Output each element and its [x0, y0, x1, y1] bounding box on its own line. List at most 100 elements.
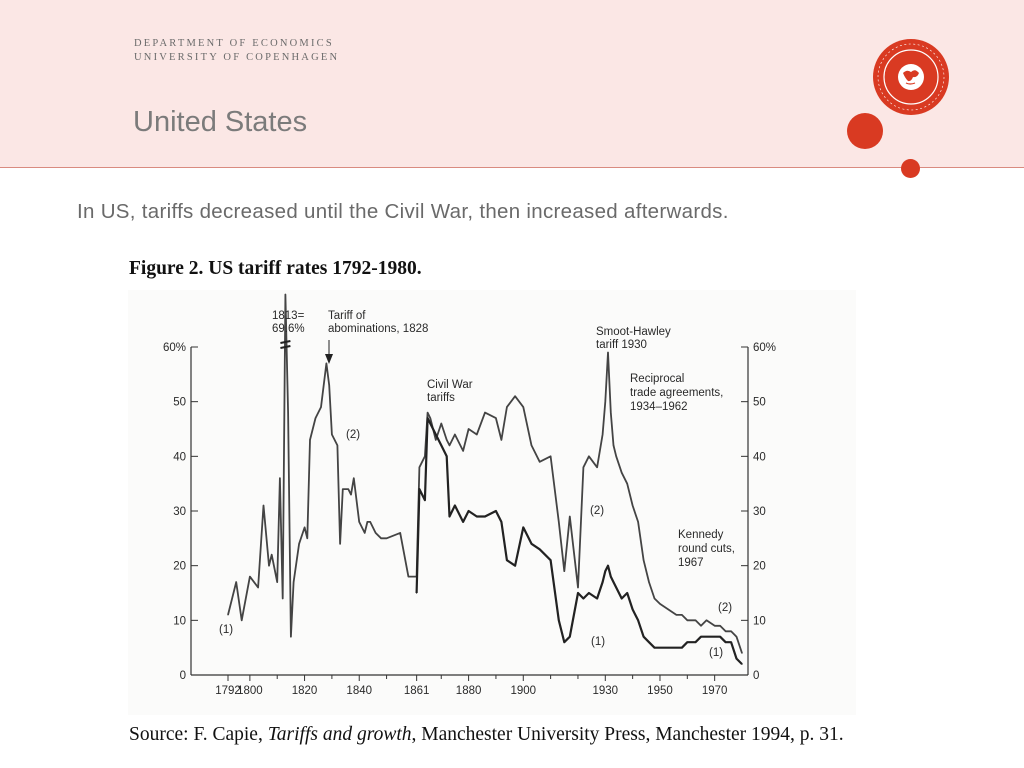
series-point — [429, 422, 431, 425]
university-line: UNIVERSITY OF COPENHAGEN — [134, 52, 340, 63]
series-point — [407, 576, 409, 578]
series-point — [632, 504, 634, 507]
series-point — [446, 455, 448, 457]
series-point — [632, 608, 634, 611]
annotation-label: (1) — [591, 636, 605, 648]
series-point — [621, 597, 623, 600]
series-point — [358, 521, 360, 523]
series-point — [495, 417, 497, 419]
x-tick-label: 1970 — [702, 685, 728, 697]
series-point — [418, 466, 420, 468]
series-point — [615, 455, 617, 457]
x-tick-label: 1880 — [456, 685, 482, 697]
annotation-label: tariff 1930 — [596, 339, 647, 351]
series-point — [304, 526, 306, 529]
annotation-label: 1934–1962 — [630, 401, 688, 413]
x-tick-label: 1861 — [404, 685, 430, 697]
series-point — [714, 636, 716, 638]
series-point — [500, 521, 502, 523]
series-line — [227, 293, 743, 654]
series-point — [725, 641, 727, 643]
series-point — [336, 444, 338, 446]
series-point — [386, 537, 388, 539]
series-point — [604, 570, 606, 572]
series-point — [686, 641, 688, 643]
series-point — [596, 597, 598, 600]
series-point — [476, 515, 478, 518]
series-point — [604, 401, 606, 403]
series-point — [424, 455, 426, 457]
series-point — [366, 521, 368, 523]
series-point — [675, 614, 678, 616]
series-point — [719, 625, 721, 627]
series-point — [454, 433, 456, 436]
decorative-dot-small — [901, 159, 920, 178]
y-tick-label-left: 20 — [173, 561, 186, 573]
series-point — [621, 472, 623, 474]
source-suffix: , Manchester University Press, Mancheste… — [411, 724, 844, 745]
series-point — [369, 521, 371, 523]
series-point — [448, 515, 451, 518]
series-point — [476, 433, 478, 436]
series-point — [596, 466, 598, 468]
series-point — [626, 483, 628, 485]
series-point — [615, 586, 617, 589]
series-point — [719, 636, 721, 638]
series-point — [700, 625, 702, 627]
series-point — [735, 636, 738, 638]
series-point — [643, 636, 645, 638]
series-point — [610, 576, 612, 578]
y-tick-label-right: 10 — [753, 615, 766, 627]
series-point — [468, 428, 470, 430]
series-point — [309, 439, 311, 441]
series-point — [700, 636, 702, 638]
figure-title: Figure 2. US tariff rates 1792-1980. — [129, 258, 422, 279]
university-seal-icon — [873, 39, 949, 115]
series-point — [681, 647, 683, 649]
series-point — [446, 439, 448, 441]
series-point — [675, 647, 678, 649]
series-point — [227, 614, 229, 616]
series-point — [454, 504, 456, 507]
series-point — [399, 532, 401, 534]
series-point — [462, 521, 464, 523]
chart-background — [128, 290, 856, 715]
series-point — [588, 455, 590, 457]
series-point — [714, 625, 716, 627]
decorative-dot-large — [847, 113, 883, 149]
series-point — [659, 647, 661, 649]
series-point — [429, 417, 431, 419]
series-point — [735, 658, 738, 660]
series-point — [653, 647, 656, 649]
series-point — [427, 417, 429, 419]
annotation-label: Civil War — [427, 379, 473, 391]
series-point — [705, 636, 708, 638]
series-point — [500, 439, 502, 441]
series-point — [569, 515, 571, 518]
y-tick-label-right: 50 — [753, 397, 766, 409]
series-point — [328, 384, 330, 386]
series-point — [484, 515, 486, 518]
series-point — [588, 592, 590, 594]
x-tick-label: 1792 — [215, 685, 241, 697]
series-point — [284, 293, 286, 296]
series-point — [282, 597, 284, 600]
series-point — [331, 433, 333, 436]
series-point — [514, 395, 516, 397]
series-point — [268, 565, 270, 567]
series-point — [610, 412, 612, 414]
series-point — [659, 603, 661, 605]
series-point — [271, 554, 273, 556]
series-point — [276, 581, 278, 583]
series-point — [550, 455, 552, 457]
series-point — [320, 406, 322, 408]
series-point — [563, 570, 565, 572]
x-tick-label: 1820 — [292, 685, 318, 697]
series-point — [539, 548, 541, 550]
series-point — [643, 559, 645, 561]
series-point — [468, 510, 470, 512]
y-tick-label-right: 60% — [753, 342, 776, 354]
axis-break-mark — [280, 345, 291, 349]
series-point — [353, 477, 355, 479]
annotation-label: (2) — [718, 602, 732, 614]
